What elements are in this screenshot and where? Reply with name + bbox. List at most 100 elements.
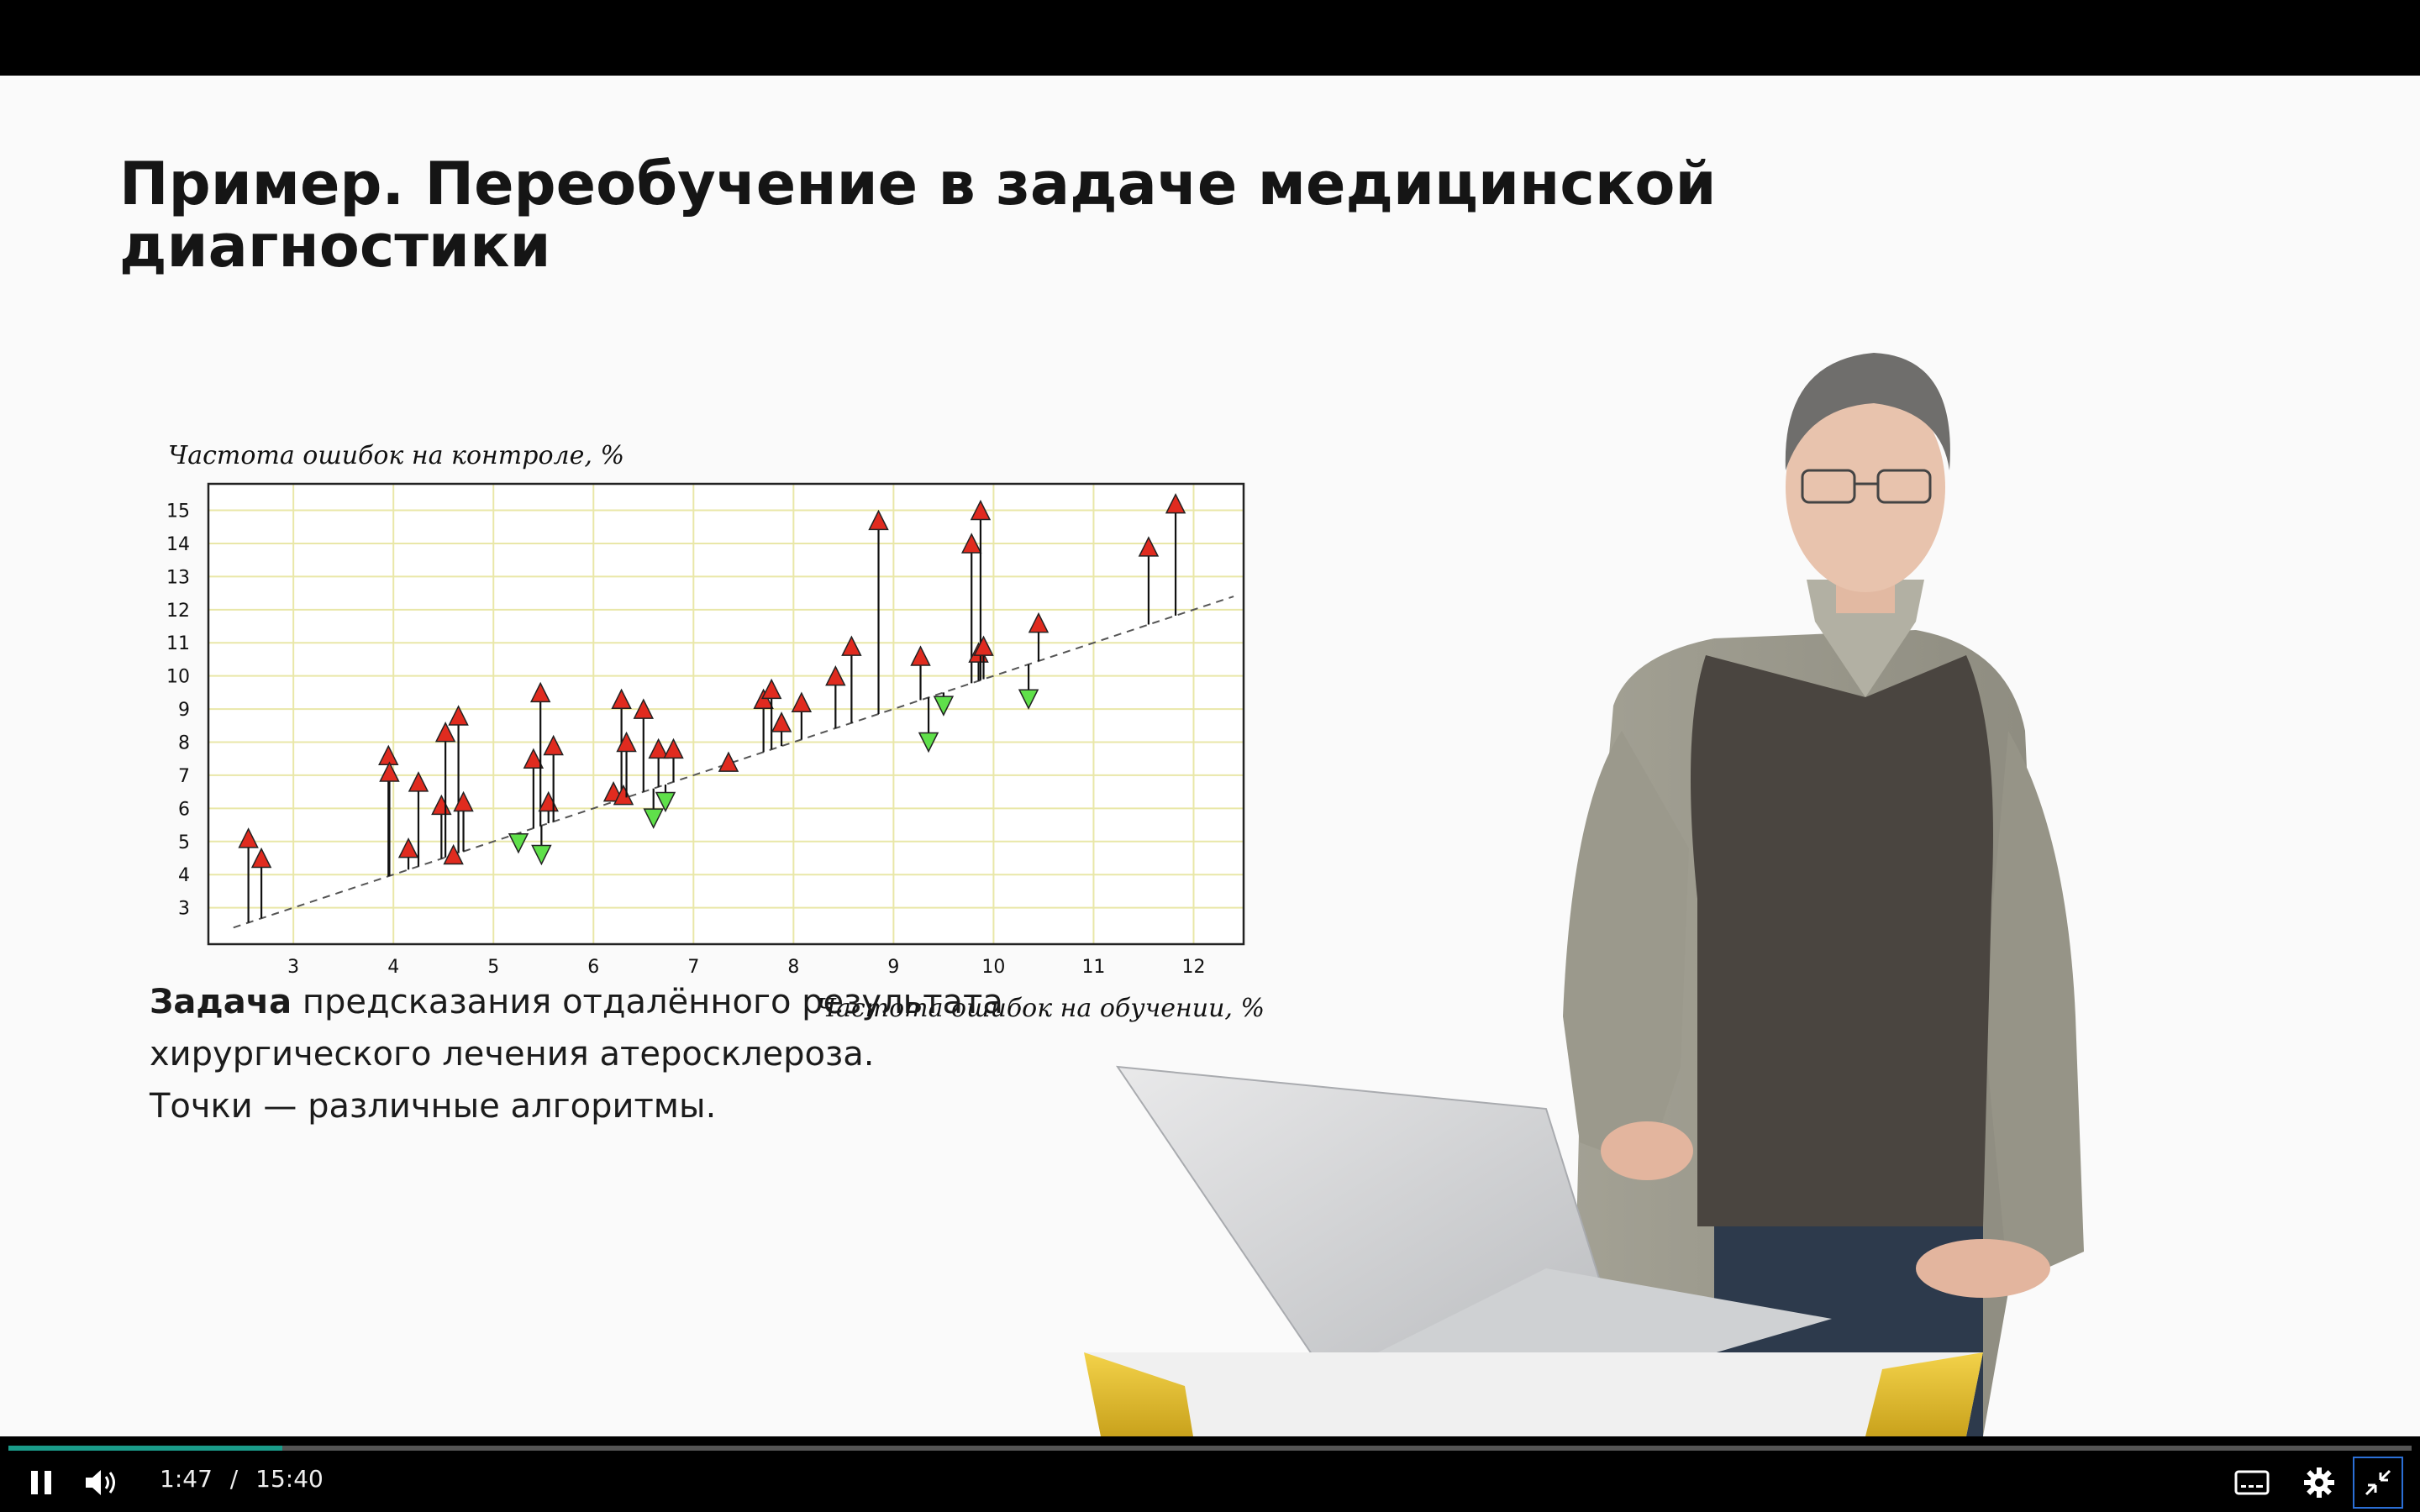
- y-tick-label: 10: [166, 667, 190, 688]
- x-tick-label: 10: [981, 957, 1005, 978]
- point-marker-down: [1018, 689, 1039, 710]
- duration: 15:40: [255, 1465, 324, 1493]
- point-marker-up: [753, 688, 774, 710]
- point-marker-up: [1138, 536, 1160, 557]
- point-marker-up: [771, 711, 792, 732]
- point-marker-up: [397, 837, 419, 858]
- point-marker-down: [531, 844, 552, 866]
- y-tick-label: 8: [178, 733, 190, 754]
- point-marker-up: [616, 731, 637, 753]
- point-marker-up: [613, 784, 634, 806]
- player-controls: 1:47 / 15:40: [0, 1453, 2420, 1512]
- time-separator: /: [229, 1465, 239, 1493]
- slide-title-line2: диагностики: [119, 212, 551, 281]
- y-axis-label: Частота ошибок на контроле, %: [168, 441, 624, 470]
- chart-svg: 3 4 5 6 7 8 9 10 11 12 3 4 5 6 7 8 9 10 11 12 13 14 15 Частота…: [166, 441, 1265, 1023]
- slide-title: Пример. Переобучение в задаче медицинско…: [119, 153, 1758, 277]
- point-marker-up: [443, 843, 464, 865]
- task-bold-word: Задача: [150, 983, 292, 1021]
- point-marker-up: [663, 738, 684, 759]
- point-marker-down: [918, 732, 939, 753]
- x-tick-label: 6: [587, 957, 599, 978]
- x-tick-label: 9: [887, 957, 899, 978]
- point-marker-up: [543, 734, 564, 756]
- task-description: Задача предсказания отдалённого результа…: [150, 976, 1074, 1132]
- task-line-3: Точки — различные алгоритмы.: [150, 1087, 717, 1126]
- slide-title-line1: Пример. Переобучение в задаче медицинско…: [119, 150, 1717, 218]
- point-marker-up: [868, 509, 889, 531]
- x-tick-label: 12: [1181, 957, 1205, 978]
- x-tick-label: 5: [487, 957, 499, 978]
- point-marker-up: [238, 827, 259, 848]
- point-marker-up: [611, 688, 632, 710]
- point-marker-up: [408, 771, 429, 792]
- point-marker-up: [961, 533, 982, 554]
- progress-bar[interactable]: [8, 1446, 2412, 1451]
- point-marker-up: [379, 761, 400, 782]
- exit-fullscreen-icon: [2365, 1469, 2391, 1496]
- x-tick-label: 8: [787, 957, 799, 978]
- scatter-chart: 3 4 5 6 7 8 9 10 11 12 3 4 5 6 7 8 9 10 11 12 13 14 15 Частота…: [160, 437, 1294, 1033]
- y-tick-label: 3: [178, 899, 190, 920]
- x-tick-label: 4: [387, 957, 399, 978]
- point-marker-down: [643, 808, 664, 829]
- volume-icon: [86, 1470, 115, 1495]
- point-marker-up: [453, 790, 474, 812]
- point-marker-up: [448, 705, 469, 726]
- point-marker-up: [523, 748, 544, 769]
- time-readout: 1:47 / 15:40: [160, 1465, 324, 1493]
- point-marker-up: [529, 681, 551, 703]
- point-marker-down: [655, 791, 676, 813]
- plot-background: [208, 484, 1244, 944]
- point-marker-up: [841, 635, 862, 656]
- x-tick-label: 7: [687, 957, 699, 978]
- y-tick-label: 13: [166, 567, 190, 588]
- point-marker-down: [508, 833, 529, 854]
- y-tick-label: 15: [166, 501, 190, 522]
- pause-button[interactable]: [22, 1462, 60, 1504]
- presenter-scene: [1084, 353, 2084, 1436]
- lectern: [1084, 1352, 1983, 1436]
- point-marker-up: [434, 722, 456, 743]
- plot-frame: [207, 482, 1245, 946]
- point-marker-up: [1165, 492, 1186, 514]
- x-tick-label: 11: [1081, 957, 1105, 978]
- settings-button[interactable]: [2298, 1462, 2340, 1504]
- x-axis-label: Частота ошибок на обучении, %: [817, 994, 1265, 1023]
- y-tick-label: 7: [178, 766, 190, 787]
- point-marker-up: [250, 847, 272, 869]
- y-tick-label: 4: [178, 865, 190, 886]
- chart-grid: [208, 484, 1244, 944]
- y-tick-label: 9: [178, 700, 190, 721]
- point-marker-up: [910, 645, 931, 666]
- laptop: [1115, 1065, 1832, 1378]
- video-frame[interactable]: Пример. Переобучение в задаче медицинско…: [0, 76, 2420, 1436]
- point-marker-up: [648, 738, 669, 759]
- point-marker-up: [825, 664, 846, 686]
- current-time: 1:47: [160, 1465, 213, 1493]
- point-marker-up: [633, 698, 655, 719]
- pause-icon: [31, 1471, 51, 1494]
- tick-labels: 3 4 5 6 7 8 9 10 11 12 3 4 5 6 7 8 9 10 11 12 13 14 15: [166, 501, 1205, 978]
- exit-fullscreen-button[interactable]: [2353, 1457, 2403, 1509]
- data-points: [238, 492, 1186, 923]
- presenter-figure: [1563, 353, 2084, 1436]
- task-line-2: хирургического лечения атеросклероза.: [150, 1035, 875, 1074]
- point-marker-up: [791, 691, 813, 712]
- point-marker-up: [970, 499, 992, 521]
- y-tick-label: 6: [178, 799, 190, 820]
- gear-icon: [2304, 1467, 2334, 1498]
- point-marker-down: [933, 696, 955, 717]
- y-tick-label: 12: [166, 601, 190, 622]
- captions-button[interactable]: [2231, 1462, 2273, 1504]
- point-marker-up: [718, 751, 739, 772]
- y-tick-label: 11: [166, 633, 190, 654]
- progress-fill: [8, 1446, 283, 1451]
- y-tick-label: 5: [178, 832, 190, 853]
- volume-button[interactable]: [81, 1462, 123, 1504]
- point-marker-up: [973, 635, 994, 656]
- task-line-1-rest: предсказания отдалённого результата: [292, 983, 1003, 1021]
- y-tick-label: 14: [166, 534, 190, 555]
- task-line-1: Задача предсказания отдалённого результа…: [150, 976, 1074, 1028]
- point-marker-up: [760, 678, 782, 700]
